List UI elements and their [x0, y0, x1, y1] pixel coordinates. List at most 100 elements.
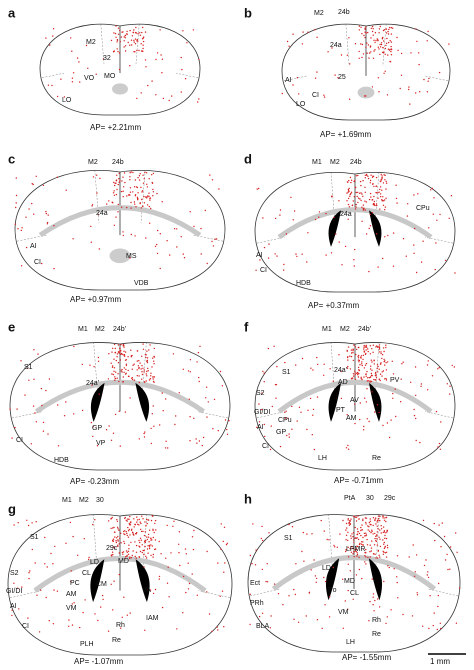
- labelled-cell: [363, 346, 365, 348]
- labelled-cell: [381, 354, 384, 356]
- region-label: CPu: [278, 417, 292, 424]
- labelled-cell: [92, 435, 94, 438]
- region-label: 29c: [106, 545, 118, 552]
- labelled-cell: [124, 530, 126, 532]
- labelled-cell: [323, 530, 325, 532]
- labelled-cell: [52, 35, 54, 37]
- labelled-cell: [28, 379, 30, 381]
- labelled-cell: [251, 563, 253, 565]
- labelled-cell: [54, 545, 56, 548]
- labelled-cell: [365, 345, 367, 347]
- labelled-cell: [87, 558, 90, 561]
- labelled-cell: [155, 58, 157, 61]
- labelled-cell: [116, 174, 118, 176]
- labelled-cell: [51, 84, 53, 87]
- labelled-cell: [373, 610, 375, 612]
- region-label: Rh: [372, 617, 381, 624]
- labelled-cell: [223, 526, 226, 528]
- labelled-cell: [358, 532, 361, 535]
- labelled-cell: [362, 358, 364, 361]
- labelled-cell: [311, 533, 313, 535]
- labelled-cell: [293, 588, 295, 591]
- labelled-cell: [375, 517, 377, 519]
- labelled-cell: [350, 355, 353, 358]
- labelled-cell: [342, 578, 344, 580]
- labelled-cell: [375, 523, 377, 525]
- labelled-cell: [399, 87, 401, 90]
- labelled-cell: [139, 521, 141, 523]
- labelled-cell: [435, 242, 437, 244]
- labelled-cell: [152, 553, 154, 556]
- labelled-cell: [148, 544, 151, 547]
- labelled-cell: [144, 545, 146, 548]
- labelled-cell: [332, 566, 334, 569]
- labelled-cell: [136, 360, 138, 362]
- labelled-cell: [223, 571, 225, 573]
- labelled-cell: [140, 207, 142, 209]
- labelled-cell: [156, 192, 158, 195]
- labelled-cell: [142, 40, 145, 43]
- labelled-cell: [138, 367, 140, 370]
- labelled-cell: [395, 415, 397, 418]
- labelled-cell: [381, 175, 383, 177]
- labelled-cell: [136, 519, 139, 521]
- labelled-cell: [361, 56, 363, 59]
- labelled-cell: [154, 522, 156, 525]
- labelled-cell: [185, 591, 187, 594]
- labelled-cell: [329, 596, 331, 598]
- labelled-cell: [384, 199, 386, 201]
- ventricle: [135, 559, 150, 603]
- panel-letter: c: [8, 151, 15, 166]
- labelled-cell: [115, 193, 118, 196]
- labelled-cell: [392, 373, 395, 375]
- labelled-cell: [379, 519, 381, 522]
- labelled-cell: [355, 537, 357, 540]
- labelled-cell: [76, 57, 79, 59]
- labelled-cell: [150, 442, 153, 445]
- labelled-cell: [307, 31, 309, 33]
- labelled-cell: [381, 375, 383, 377]
- labelled-cell: [189, 371, 191, 373]
- labelled-cell: [325, 254, 327, 256]
- labelled-cell: [134, 235, 136, 237]
- labelled-cell: [161, 72, 163, 74]
- labelled-cell: [217, 629, 219, 631]
- labelled-cell: [352, 547, 354, 549]
- labelled-cell: [144, 431, 146, 433]
- labelled-cell: [136, 521, 138, 523]
- labelled-cell: [118, 178, 120, 180]
- labelled-cell: [108, 200, 110, 202]
- labelled-cell: [140, 528, 142, 531]
- labelled-cell: [358, 50, 360, 53]
- labelled-cell: [374, 553, 376, 555]
- labelled-cell: [408, 86, 410, 88]
- labelled-cell: [165, 398, 167, 400]
- labelled-cell: [94, 613, 96, 615]
- region-label: AD: [338, 379, 348, 386]
- labelled-cell: [347, 346, 350, 348]
- labelled-cell: [365, 26, 367, 28]
- labelled-cell: [50, 552, 52, 555]
- labelled-cell: [148, 195, 150, 198]
- labelled-cell: [375, 557, 377, 559]
- labelled-cell: [114, 531, 116, 533]
- labelled-cell: [249, 593, 251, 595]
- labelled-cell: [263, 381, 265, 383]
- labelled-cell: [124, 37, 127, 39]
- labelled-cell: [360, 377, 362, 380]
- labelled-cell: [124, 359, 127, 361]
- labelled-cell: [356, 533, 358, 536]
- labelled-cell: [350, 518, 352, 520]
- labelled-cell: [402, 238, 405, 240]
- labelled-cell: [301, 43, 304, 45]
- labelled-cell: [158, 578, 160, 580]
- labelled-cell: [123, 367, 126, 369]
- labelled-cell: [141, 31, 143, 34]
- labelled-cell: [361, 524, 363, 526]
- labelled-cell: [273, 345, 275, 347]
- labelled-cell: [382, 370, 385, 372]
- ap-coordinate: AP= +2.21mm: [90, 123, 141, 132]
- labelled-cell: [358, 354, 360, 357]
- labelled-cell: [220, 548, 222, 550]
